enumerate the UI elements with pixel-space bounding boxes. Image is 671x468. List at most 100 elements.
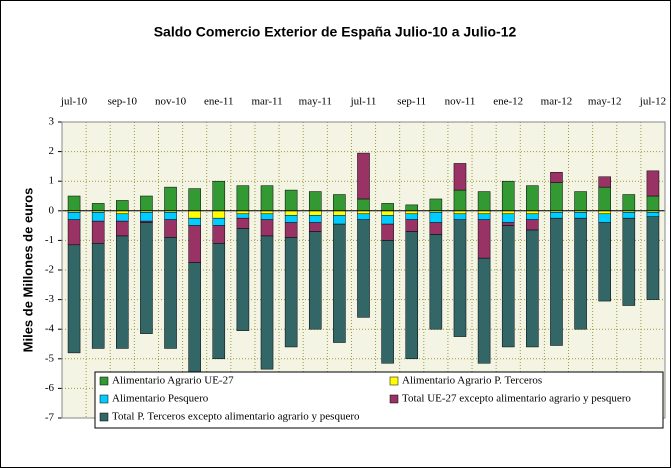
bar-segment [646, 216, 660, 300]
x-tick-label: nov-11 [445, 96, 476, 108]
bar-segment [91, 220, 105, 244]
y-tick-label: -2 [45, 264, 54, 276]
bar-segment [284, 210, 298, 216]
bar-segment [501, 213, 515, 223]
x-tick-label: ene-11 [204, 96, 234, 108]
x-tick-label: jul-11 [350, 96, 377, 108]
legend-swatch [99, 412, 109, 422]
bar-segment [501, 222, 515, 226]
y-tick-label: -4 [45, 323, 55, 335]
chart-title: Saldo Comercio Exterior de España Julio-… [154, 24, 517, 40]
bar-segment [308, 214, 322, 223]
bar-segment [91, 212, 105, 222]
bar-segment [164, 212, 177, 220]
bar-segment [284, 189, 298, 212]
bar-segment [91, 203, 105, 212]
bar-segment [381, 223, 394, 241]
x-tick-label: ene-12 [493, 96, 523, 108]
bar-segment [381, 240, 394, 364]
bar-segment [116, 235, 129, 349]
bar-segment [405, 219, 419, 232]
bar-segment [284, 214, 298, 223]
bar-segment [140, 212, 153, 222]
legend-label: Alimentario Pesquero [112, 393, 209, 405]
bar-segment [381, 214, 394, 225]
x-tick-label: jul-12 [639, 96, 666, 108]
bar-segment [453, 189, 467, 212]
x-tick-label: jul-10 [60, 96, 88, 108]
bar-segment [526, 219, 539, 231]
bar-segment [477, 219, 491, 259]
y-tick-label: -3 [45, 293, 55, 305]
bar-segment [429, 198, 443, 212]
bar-segment [67, 219, 81, 246]
bar-segment [308, 191, 322, 212]
bar-segment [284, 222, 298, 238]
bar-segment [357, 152, 370, 200]
bar-segment [260, 213, 274, 220]
x-tick-label: sep-10 [108, 96, 138, 108]
legend-label: Alimentario Agrario P. Terceros [402, 375, 542, 387]
bar-segment [91, 243, 105, 349]
bar-segment [236, 185, 250, 212]
bar-segment [188, 262, 201, 377]
bar-segment [429, 222, 443, 235]
bar-segment [381, 203, 394, 212]
bar-segment [260, 185, 274, 212]
bar-segment [598, 186, 611, 212]
legend-swatch [99, 376, 109, 386]
bar-segment [357, 219, 370, 318]
y-tick-label: -6 [45, 382, 55, 394]
bar-segment [550, 212, 563, 219]
bar-segment [598, 222, 611, 302]
bar-segment [67, 195, 81, 212]
bar-segment [646, 170, 660, 197]
bar-segment [405, 204, 419, 212]
bar-segment [453, 213, 467, 220]
bar-segment [550, 217, 563, 346]
bar-segment [212, 180, 226, 212]
y-tick-label: 0 [49, 204, 55, 216]
y-tick-label: 3 [49, 116, 55, 128]
bar-segment [333, 194, 346, 212]
bar-segment [574, 217, 587, 330]
bar-segment [477, 213, 491, 220]
y-tick-label: 2 [49, 145, 55, 157]
bar-segment [308, 231, 322, 330]
legend-box [94, 371, 664, 429]
x-tick-label: mar-11 [251, 96, 282, 108]
legend-label: Total UE-27 excepto alimentario agrario … [402, 393, 631, 405]
bar-segment [574, 212, 587, 219]
bar-segment [284, 237, 298, 348]
bar-segment [188, 210, 201, 219]
y-axis-label: Miles de Millones de euros [20, 188, 35, 353]
bar-segment [381, 210, 394, 216]
bar-segment [501, 180, 515, 212]
legend-swatch [99, 394, 109, 404]
bar-segment [526, 185, 539, 212]
bar-segment [67, 244, 81, 354]
bar-segment [622, 212, 636, 219]
bar-segment [526, 213, 539, 220]
bar-segment [622, 217, 636, 306]
y-tick-label: -7 [45, 412, 55, 424]
bar-segment [550, 182, 563, 212]
bar-segment [116, 213, 129, 222]
bar-segment [236, 217, 250, 229]
bar-segment [405, 231, 419, 360]
bar-segment [260, 219, 274, 237]
legend: Alimentario Agrario UE-27 Alimentario Agr… [94, 371, 664, 429]
bar-segment [164, 237, 177, 349]
x-tick-label: may-11 [299, 96, 332, 108]
bar-segment [429, 212, 443, 223]
bar-segment [188, 225, 201, 263]
legend-swatch [389, 394, 399, 404]
bar-segment [212, 243, 226, 360]
bar-segment [477, 191, 491, 212]
bar-segment [116, 200, 129, 212]
bar-segment [164, 219, 177, 238]
bar-segment [333, 223, 346, 343]
bar-segment [622, 194, 636, 212]
bar-segment [357, 198, 370, 212]
